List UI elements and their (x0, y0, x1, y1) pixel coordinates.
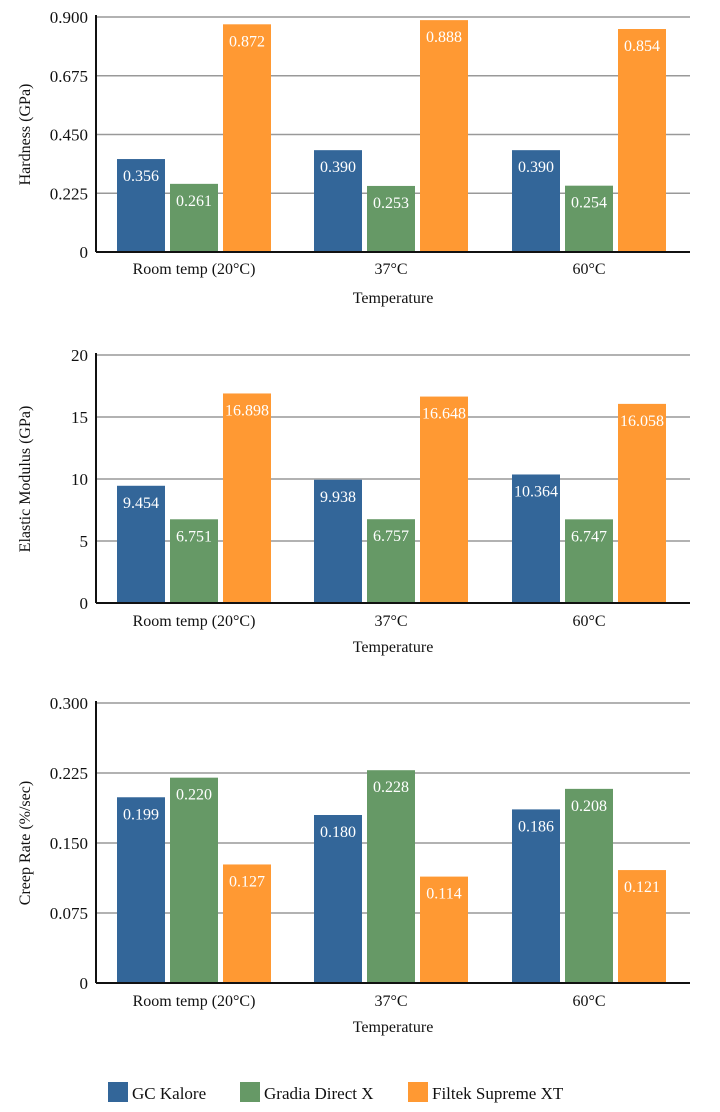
y-tick-label: 20 (71, 346, 88, 365)
legend-label: Gradia Direct X (264, 1084, 374, 1103)
y-tick-label: 0.900 (50, 8, 88, 27)
data-label: 6.757 (373, 528, 409, 545)
data-label: 9.938 (320, 489, 356, 506)
y-tick-label: 0.450 (50, 126, 88, 145)
y-tick-label: 0 (80, 594, 89, 613)
bar-filtek-supreme-xt (420, 876, 468, 983)
data-label: 16.898 (225, 402, 269, 419)
x-tick-label: 60°C (572, 993, 605, 1010)
data-label: 0.390 (320, 159, 356, 176)
bar-filtek-supreme-xt (420, 20, 468, 253)
bar-gc-kalore (314, 150, 362, 252)
chart-panel-1: 0 0.225 0.450 0.675 0.900 0.356 0.390 0.390 0.26… (17, 8, 690, 307)
y-axis-label: Elastic Modulus (GPa) (17, 406, 34, 553)
data-label: 0.220 (176, 787, 212, 804)
data-label: 0.261 (176, 193, 212, 210)
data-label: 0.208 (571, 798, 607, 815)
data-label: 6.747 (571, 528, 607, 545)
y-tick-label: 0 (80, 243, 89, 262)
y-tick-label: 0.225 (50, 764, 88, 783)
bar-filtek-supreme-xt (223, 24, 271, 252)
legend-item: Filtek Supreme XT (408, 1082, 564, 1103)
legend-swatch (408, 1082, 428, 1102)
legend-swatch (240, 1082, 260, 1102)
bar-gc-kalore (512, 150, 560, 252)
y-tick-label: 5 (80, 532, 89, 551)
bar-filtek-supreme-xt (618, 870, 666, 983)
chart-panel-3: 0 0.075 0.150 0.225 0.300 0.199 0.180 0.186 0.22… (17, 694, 690, 1036)
y-tick-label: 0.675 (50, 67, 88, 86)
x-tick-label: Room temp (20°C) (133, 993, 256, 1010)
x-axis-label: Temperature (353, 1019, 434, 1036)
bar-gradia-direct-x (367, 770, 415, 983)
y-tick-label: 0 (80, 974, 89, 993)
x-tick-label: Room temp (20°C) (133, 261, 256, 278)
data-label: 16.058 (620, 413, 664, 430)
legend-label: Filtek Supreme XT (432, 1084, 564, 1103)
bar-filtek-supreme-xt (618, 403, 666, 603)
data-label: 0.356 (123, 168, 159, 185)
data-label: 9.454 (123, 495, 159, 512)
bar-gc-kalore (117, 797, 165, 983)
bar-gc-kalore (512, 474, 560, 603)
data-label: 0.199 (123, 806, 159, 823)
bar-gradia-direct-x (170, 183, 218, 252)
data-label: 16.648 (422, 406, 466, 423)
data-label: 10.364 (514, 483, 558, 500)
data-label: 0.114 (426, 886, 461, 903)
data-label: 0.888 (426, 29, 462, 46)
data-label: 0.854 (624, 38, 660, 55)
bar-gradia-direct-x (565, 185, 613, 252)
data-label: 0.186 (518, 818, 554, 835)
data-label: 0.253 (373, 195, 409, 212)
bar-gc-kalore (117, 485, 165, 603)
bar-gc-kalore (117, 159, 165, 252)
y-axis-label: Creep Rate (%/sec) (17, 781, 34, 905)
x-axis-label: Temperature (353, 639, 434, 656)
bar-gc-kalore (314, 479, 362, 603)
data-label: 0.872 (229, 33, 265, 50)
bar-filtek-supreme-xt (223, 393, 271, 603)
data-label: 0.390 (518, 159, 554, 176)
data-label: 0.121 (624, 879, 660, 896)
x-tick-label: Room temp (20°C) (133, 613, 256, 630)
x-tick-label: 37°C (374, 613, 407, 630)
data-label: 0.254 (571, 195, 607, 212)
x-tick-label: 60°C (572, 261, 605, 278)
bar-gradia-direct-x (565, 788, 613, 983)
bar-gradia-direct-x (170, 777, 218, 983)
legend-item: GC Kalore (108, 1082, 206, 1103)
y-axis-label: Hardness (GPa) (17, 84, 34, 186)
bar-filtek-supreme-xt (420, 396, 468, 603)
bar-filtek-supreme-xt (618, 29, 666, 253)
y-tick-label: 10 (71, 470, 88, 489)
x-tick-label: 60°C (572, 613, 605, 630)
y-tick-label: 0.150 (50, 834, 88, 853)
chart-panel-2: 0 5 10 15 20 9.454 9.938 10.364 6.751 6.757 6.747 1… (17, 346, 690, 656)
bar-gradia-direct-x (565, 519, 613, 603)
bar-gradia-direct-x (367, 519, 415, 603)
x-axis-label: Temperature (353, 290, 434, 307)
data-label: 0.180 (320, 824, 356, 841)
bar-gc-kalore (314, 815, 362, 983)
x-tick-label: 37°C (374, 993, 407, 1010)
legend-swatch (108, 1082, 128, 1102)
legend-item: Gradia Direct X (240, 1082, 374, 1103)
y-tick-label: 0.225 (50, 184, 88, 203)
bar-gc-kalore (512, 809, 560, 983)
y-tick-label: 15 (71, 408, 88, 427)
bar-gradia-direct-x (367, 185, 415, 252)
bar-filtek-supreme-xt (223, 864, 271, 983)
data-label: 6.751 (176, 528, 212, 545)
legend: GC Kalore Gradia Direct X Filtek Supreme X… (108, 1082, 564, 1103)
y-tick-label: 0.075 (50, 904, 88, 923)
bar-gradia-direct-x (170, 519, 218, 603)
data-label: 0.127 (229, 873, 265, 890)
y-tick-label: 0.300 (50, 694, 88, 713)
data-label: 0.228 (373, 779, 409, 796)
x-tick-label: 37°C (374, 261, 407, 278)
legend-label: GC Kalore (132, 1084, 206, 1103)
